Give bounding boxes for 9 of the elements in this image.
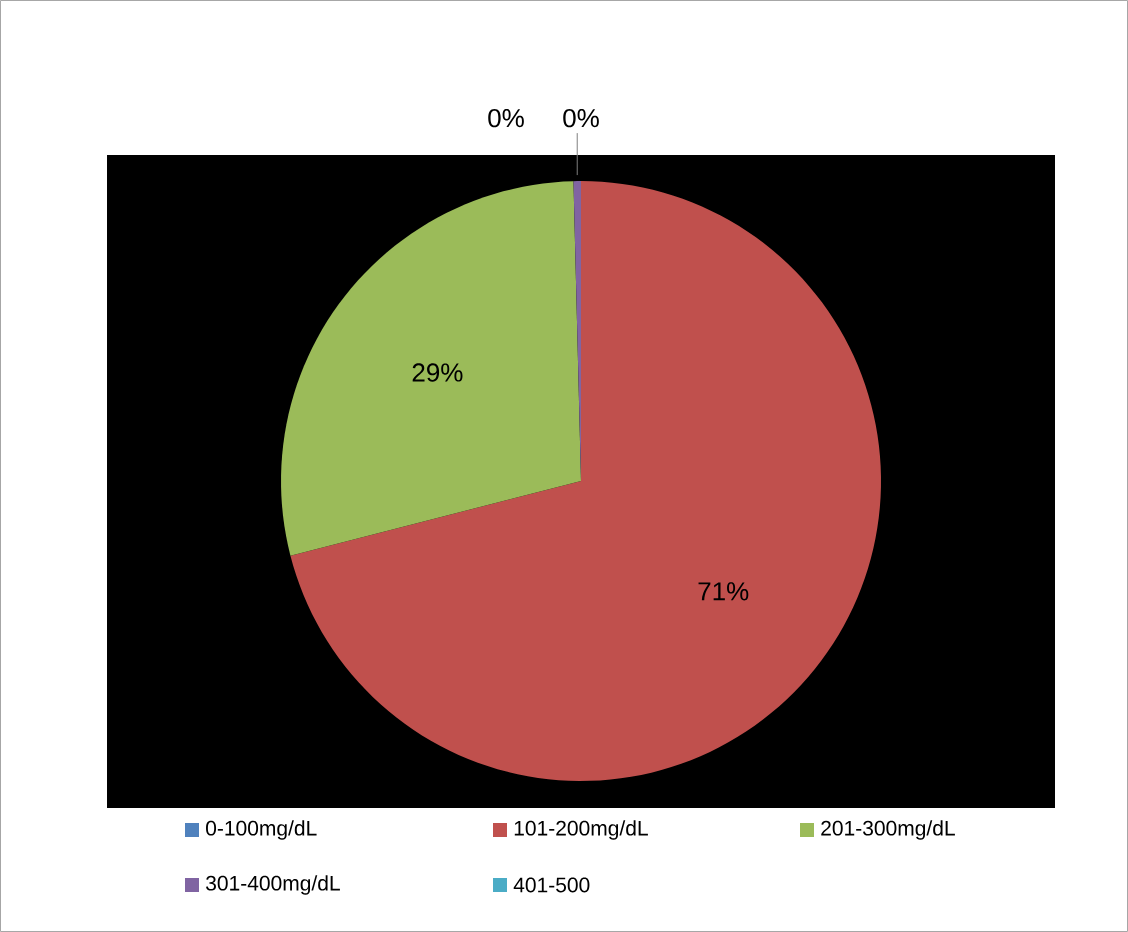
legend-label: 101-200mg/dL — [514, 820, 648, 840]
data-label: 0% — [563, 108, 599, 128]
legend-label: 401-500 — [513, 877, 590, 893]
data-label: 29% — [412, 363, 463, 382]
text: 0% — [488, 108, 524, 128]
legend-label: 301-400mg/dL — [206, 875, 340, 895]
legend-label: 0-100mg/dL — [206, 820, 317, 840]
data-label: 71% — [698, 582, 749, 601]
legend-label: 201-300mg/dL — [821, 820, 955, 840]
